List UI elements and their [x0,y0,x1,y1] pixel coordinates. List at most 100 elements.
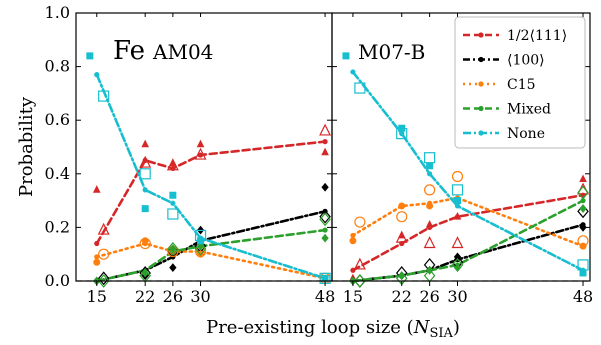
marker-open-none [451,184,464,196]
marker-filled-100 [321,182,329,192]
x-axis-label-sub: SIA [429,326,453,341]
legend-swatch-dot [478,56,484,63]
trend-point-half-111 [322,139,328,145]
marker-filled-none [454,197,462,205]
trend-point-half-111 [94,240,100,247]
marker-open-half-111 [166,158,179,171]
marker-filled-100 [169,263,177,272]
x-axis-label: Pre-existing loop size (NSIA) [206,317,460,341]
x-tick-label: 48 [573,287,593,306]
legend-label-100: ⟨100⟩ [507,53,545,69]
y-tick-label: 0.2 [45,217,70,236]
marker-filled-none [86,52,94,60]
marker-filled-c15 [426,202,434,210]
x-tick-label: 26 [419,287,439,306]
marker-open-none [396,128,408,140]
y-tick-label: 0.8 [45,57,70,76]
marker-open-half-111 [319,123,332,136]
legend-swatch-dot [478,32,484,38]
marker-open-100 [167,244,179,259]
trend-point-none [94,72,100,78]
marker-open-none [354,82,366,94]
legend-swatch-dot [478,130,484,136]
trend-point-none [427,171,433,177]
marker-open-c15 [98,248,110,260]
marker-open-half-111 [97,222,110,235]
marker-filled-half-111 [92,185,101,193]
trend-point-none [399,131,405,137]
x-tick-label: 22 [135,287,155,306]
marker-filled-mixed [169,244,177,254]
marker-open-mixed [97,274,110,288]
legend-label-half-111: 1/2⟨111⟩ [507,28,567,44]
x-tick-label: 22 [392,287,412,306]
marker-open-100 [139,266,151,280]
marker-filled-c15 [349,237,357,245]
panel-frame-2 [331,12,591,282]
marker-open-mixed [577,185,589,200]
marker-open-c15 [424,184,436,196]
marker-open-none [424,152,436,164]
marker-open-mixed [194,241,207,256]
trend-point-mixed [580,198,586,204]
x-axis-label-main: Pre-existing loop size ( [206,317,414,338]
marker-open-half-111 [451,236,464,249]
marker-filled-none [169,191,177,199]
marker-open-mixed [319,212,331,227]
marker-open-c15 [577,235,589,247]
marker-open-none [577,259,589,271]
marker-open-half-111 [577,182,589,195]
marker-open-100 [319,209,331,224]
marker-filled-c15 [93,258,101,266]
marker-filled-mixed [321,233,329,243]
legend-swatch-dot [478,105,484,112]
panel-title-m07-b: M07-B [358,40,425,64]
marker-filled-none [141,205,149,213]
marker-filled-none [579,269,587,277]
marker-filled-half-111 [141,139,149,148]
panel-title-sub: AM04 [152,40,213,64]
x-tick-label: 15 [343,287,363,306]
y-tick-label: 0.4 [45,164,70,183]
y-axis-label: Probability [16,96,37,197]
marker-open-mixed [354,274,366,288]
marker-open-half-111 [353,257,366,270]
marker-open-mixed [167,241,179,256]
panel-title-fe-am04: Fe AM04 [113,36,213,66]
x-tick-label: 26 [163,287,183,306]
x-tick-label: 15 [87,287,107,306]
x-axis-label-var: N [413,317,431,338]
panel-title-main: Fe [113,36,145,66]
marker-open-none [98,90,110,102]
x-axis-label-close: ) [453,317,460,338]
trend-point-mixed [322,227,328,233]
trend-point-none [454,203,461,209]
marker-open-c15 [396,211,408,223]
marker-filled-half-111 [425,220,434,228]
marker-open-100 [97,271,110,286]
marker-open-c15 [139,237,151,250]
marker-filled-mixed [579,204,587,214]
marker-filled-100 [579,223,587,232]
legend-swatch-dot [478,81,484,87]
legend-label-none: None [507,126,545,142]
marker-filled-none [426,162,434,170]
marker-open-mixed [451,257,464,272]
y-tick-label: 1.0 [45,3,70,22]
marker-open-half-111 [194,147,207,160]
x-tick-label: 30 [190,287,210,306]
marker-open-none [194,229,207,242]
trend-point-c15 [94,254,100,260]
y-tick-label: 0.6 [45,110,70,129]
marker-filled-half-111 [579,174,587,183]
series-line-c15-panel2 [351,196,585,248]
legend-box [454,16,586,149]
legend-label-c15: C15 [507,77,536,93]
trend-point-none [350,69,356,75]
marker-open-none [167,208,179,220]
marker-open-half-111 [423,236,436,249]
x-tick-label: 30 [447,287,467,306]
y-tick-label: 0.0 [45,271,70,290]
marker-filled-half-111 [196,139,205,148]
